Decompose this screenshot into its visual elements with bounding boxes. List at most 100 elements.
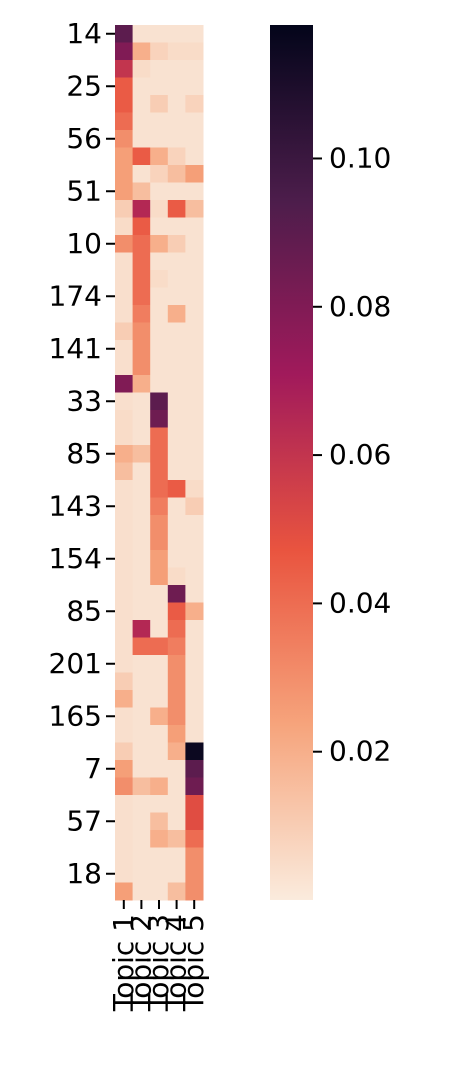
colorbar-tick-label: 0.06 [329,438,391,471]
heat-cell [150,882,169,901]
heat-cell [132,795,151,813]
heat-cell [185,760,204,778]
heat-cell [185,882,204,901]
heat-cell [185,165,204,183]
heat-cell [167,830,186,848]
heat-cell [150,182,169,201]
y-tick-label: 154 [49,542,102,575]
heat-cell [150,340,169,358]
heat-cell [185,830,204,848]
heat-cell [150,725,169,743]
y-tick-label: 165 [49,699,102,732]
colorbar-tick-label: 0.08 [329,290,391,323]
heat-cell [185,95,204,113]
heat-cell [132,620,151,638]
y-tick-label: 143 [49,489,102,522]
heat-cell [150,777,169,796]
x-tick-label: Topic 1 [107,914,140,1012]
heat-cell [167,427,186,446]
heat-cell [150,95,169,113]
heat-cell [115,515,134,533]
heat-cell [132,812,151,831]
heat-cell [132,830,151,848]
heat-cell [185,305,204,323]
heat-cell [167,865,186,883]
heat-cell [132,375,151,393]
heat-cell [185,515,204,533]
x-tick-label: Topic 4 [160,914,193,1012]
heat-cell [115,760,134,778]
heat-cell [167,130,186,148]
heat-cell [167,200,186,218]
heat-cell [185,60,204,78]
heat-cell [185,585,204,603]
heat-cell [115,42,134,61]
heat-cell [167,637,186,656]
heat-cell [167,707,186,726]
heat-cell [115,480,134,498]
y-tick-label: 85 [66,594,102,627]
heat-cell [115,95,134,113]
heat-cell [132,217,151,236]
heat-cell [115,795,134,813]
heat-cell [115,830,134,848]
heat-cell [115,392,134,411]
heat-cell [150,830,169,848]
heat-cell [132,95,151,113]
heat-cell [167,270,186,288]
heat-cell [167,462,186,481]
heat-cell [150,200,169,218]
heat-cell [167,217,186,236]
heat-cell [185,550,204,568]
heat-cell [132,25,151,43]
heat-cell [167,112,186,131]
colorbar [270,25,313,900]
heat-cell [150,742,169,761]
heat-cell [167,445,186,463]
heat-cell [185,200,204,218]
heat-cell [115,865,134,883]
heat-cell [115,497,134,516]
heat-cell [167,42,186,61]
heat-cell [150,60,169,78]
heat-cell [132,515,151,533]
heat-cell [115,882,134,901]
heat-cell [132,882,151,901]
y-tick-label: 25 [66,69,102,102]
heat-cell [185,427,204,446]
heat-cell [150,795,169,813]
heat-cell [150,130,169,148]
heat-cell [115,637,134,656]
heat-cell [132,322,151,341]
heat-cell [132,777,151,796]
heat-cell [185,742,204,761]
heat-cell [115,427,134,446]
heat-cell [150,270,169,288]
heat-cell [167,95,186,113]
heat-cell [115,182,134,201]
heat-cell [185,690,204,708]
heat-cell [132,550,151,568]
heat-cell [132,655,151,673]
heat-cell [132,637,151,656]
heat-cell [150,690,169,708]
heat-cell [167,532,186,551]
heat-cell [167,252,186,271]
heat-cell [185,182,204,201]
heat-cell [167,725,186,743]
heat-cell [132,287,151,306]
heat-cell [185,865,204,883]
heat-cell [185,77,204,96]
x-tick-label: Topic 5 [177,914,210,1012]
heat-cell [150,357,169,376]
heat-cell [115,130,134,148]
heat-cell [132,410,151,428]
heat-cell [132,532,151,551]
heat-cell [150,550,169,568]
heat-cell [132,305,151,323]
heat-cell [132,445,151,463]
heat-cell [115,357,134,376]
heat-cell [150,427,169,446]
heat-cell [167,25,186,43]
colorbar-tick-label: 0.02 [329,735,391,768]
